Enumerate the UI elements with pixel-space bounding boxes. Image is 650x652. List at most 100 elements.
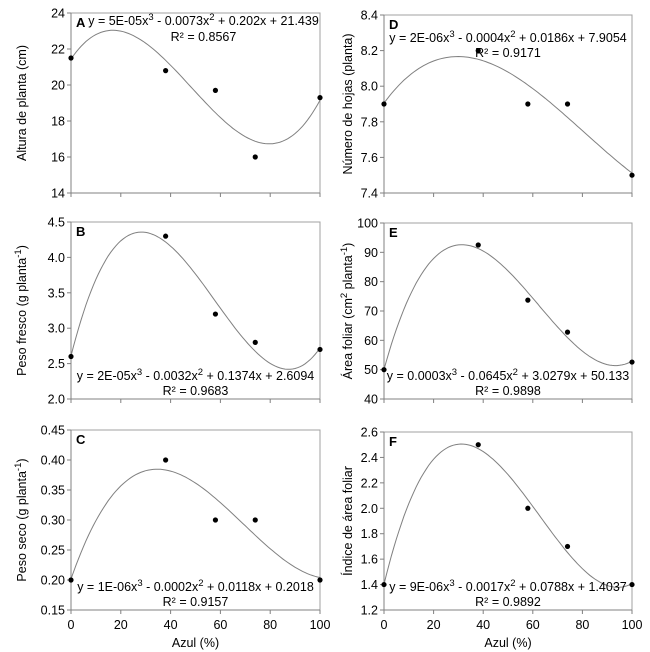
data-point [525,505,531,511]
panel-letter: C [76,432,86,447]
trendline [383,244,633,370]
equation-text: - 0.0017x [455,580,511,594]
r-squared-label: R² = 0.9898 [475,384,541,398]
y-axis-label-text: ) [341,243,355,247]
r-squared-label: R² = 0.9171 [475,46,541,60]
y-tick-label: 0.20 [41,574,65,588]
y-axis-label-text: Peso seco (g planta [15,471,29,582]
r-squared-label: R² = 0.9892 [475,595,541,609]
y-tick-label: 7.6 [361,151,378,165]
equation-exponent: 2 [209,12,214,23]
equation-text: y = 5E-05x [88,14,149,28]
y-tick-label: 2.6 [361,426,378,440]
equation-exponent: 3 [449,29,454,40]
equation-exponent: 2 [198,578,203,589]
trendline-equation: y = 5E-05x3 - 0.0073x2 + 0.202x + 21.439 [88,12,319,29]
data-point [163,68,169,74]
data-point [564,101,571,107]
trendline [383,55,633,174]
equation-text: + 0.0186x + 7.9054 [516,31,627,45]
panel-letter: D [389,17,398,32]
y-tick-label: 2.4 [361,451,378,465]
y-axis-label: Peso seco (g planta-1) [13,458,30,581]
x-tick-label: 100 [310,618,331,632]
y-tick-label: 1.4 [361,578,378,592]
x-tick-label: 20 [114,618,128,632]
y-tick-label: 1.8 [361,527,378,541]
y-tick-label: 50 [364,363,378,377]
x-tick-label: 20 [427,618,441,632]
data-point [252,154,258,160]
y-axis-label-superscript: -1 [13,463,24,471]
trendline-equation: y = 0.0003x3 - 0.0645x2 + 3.0279x + 50.1… [387,367,629,384]
y-tick-label: 3.0 [48,322,65,336]
y-tick-label: 1.2 [361,604,378,618]
y-axis-label-text: ) [15,458,29,462]
equation-exponent: 2 [510,29,515,40]
equation-exponent: 3 [137,367,142,378]
y-tick-label: 60 [364,334,378,348]
y-tick-label: 70 [364,305,378,319]
equation-exponent: 3 [452,367,457,378]
data-point [317,95,323,101]
panel-c: 0.15 0.20 0.25 0.30 0.35 0.40 0.45 0 20 40 60 80 100… [13,424,331,651]
y-tick-label: 2.5 [48,357,65,371]
data-point [68,55,74,61]
data-point [317,577,323,583]
equation-text: y = 0.0003x [387,369,453,383]
y-tick-label: 16 [51,151,65,165]
trendline [70,29,321,145]
y-tick-label: 8.4 [361,9,378,23]
y-tick-label: 0.40 [41,454,65,468]
y-axis-label-superscript: -1 [339,247,350,255]
x-tick-label: 40 [164,618,178,632]
panel-f: 1.2 1.4 1.6 1.8 2.0 2.2 2.4 2.6 0 20 40 60 80 100 Azul… [340,426,642,651]
x-tick-label: 0 [68,618,75,632]
panel-letter: E [389,225,398,240]
y-axis-label: Número de hojas (planta) [341,33,355,174]
trendline [70,468,321,580]
data-point [564,543,571,550]
equation-exponent: 3 [137,578,142,589]
y-axis-label: Altura de planta (cm) [15,45,29,161]
data-point [381,101,387,107]
y-tick-label: 100 [357,217,378,231]
y-tick-label: 8.0 [361,80,378,94]
data-point [525,297,531,303]
data-point [212,87,219,93]
trendline [70,231,321,370]
y-tick-label: 4.5 [48,216,65,230]
data-point [252,339,258,345]
trendline-equation: y = 1E-06x3 - 0.0002x2 + 0.0118x + 0.201… [77,578,314,595]
y-axis-label-text: Número de hojas (planta) [341,33,355,174]
equation-text: + 0.1374x + 2.6094 [203,369,314,383]
y-tick-label: 3.5 [48,286,65,300]
equation-text: + 0.0118x + 0.2018 [204,580,314,594]
y-tick-label: 22 [51,43,65,57]
equation-text: + 0.202x + 21.439 [215,14,319,28]
data-point [629,359,635,365]
y-tick-label: 8.2 [361,44,378,58]
y-tick-label: 0.15 [41,604,65,618]
equation-text: y = 1E-06x [77,580,138,594]
trendline-equation: y = 2E-06x3 - 0.0004x2 + 0.0186x + 7.905… [389,29,627,46]
y-tick-label: 2.2 [361,476,378,490]
y-tick-label: 0.30 [41,514,65,528]
y-axis-label-text: Altura de planta (cm) [15,45,29,161]
y-tick-label: 90 [364,246,378,260]
y-axis-label-text: planta [341,255,355,293]
trendline [383,443,633,588]
y-tick-label: 7.4 [361,187,378,201]
data-point [252,517,258,523]
data-point [629,581,635,588]
x-tick-label: 60 [213,618,227,632]
y-tick-label: 2.0 [48,393,65,407]
r-squared-label: R² = 0.8567 [171,30,237,44]
y-axis-label-text: Área foliar (cm [340,298,355,379]
equation-text: y = 9E-06x [389,580,450,594]
y-tick-label: 0.35 [41,484,65,498]
equation-exponent: 2 [198,367,203,378]
y-axis-label-superscript: -1 [13,249,24,257]
